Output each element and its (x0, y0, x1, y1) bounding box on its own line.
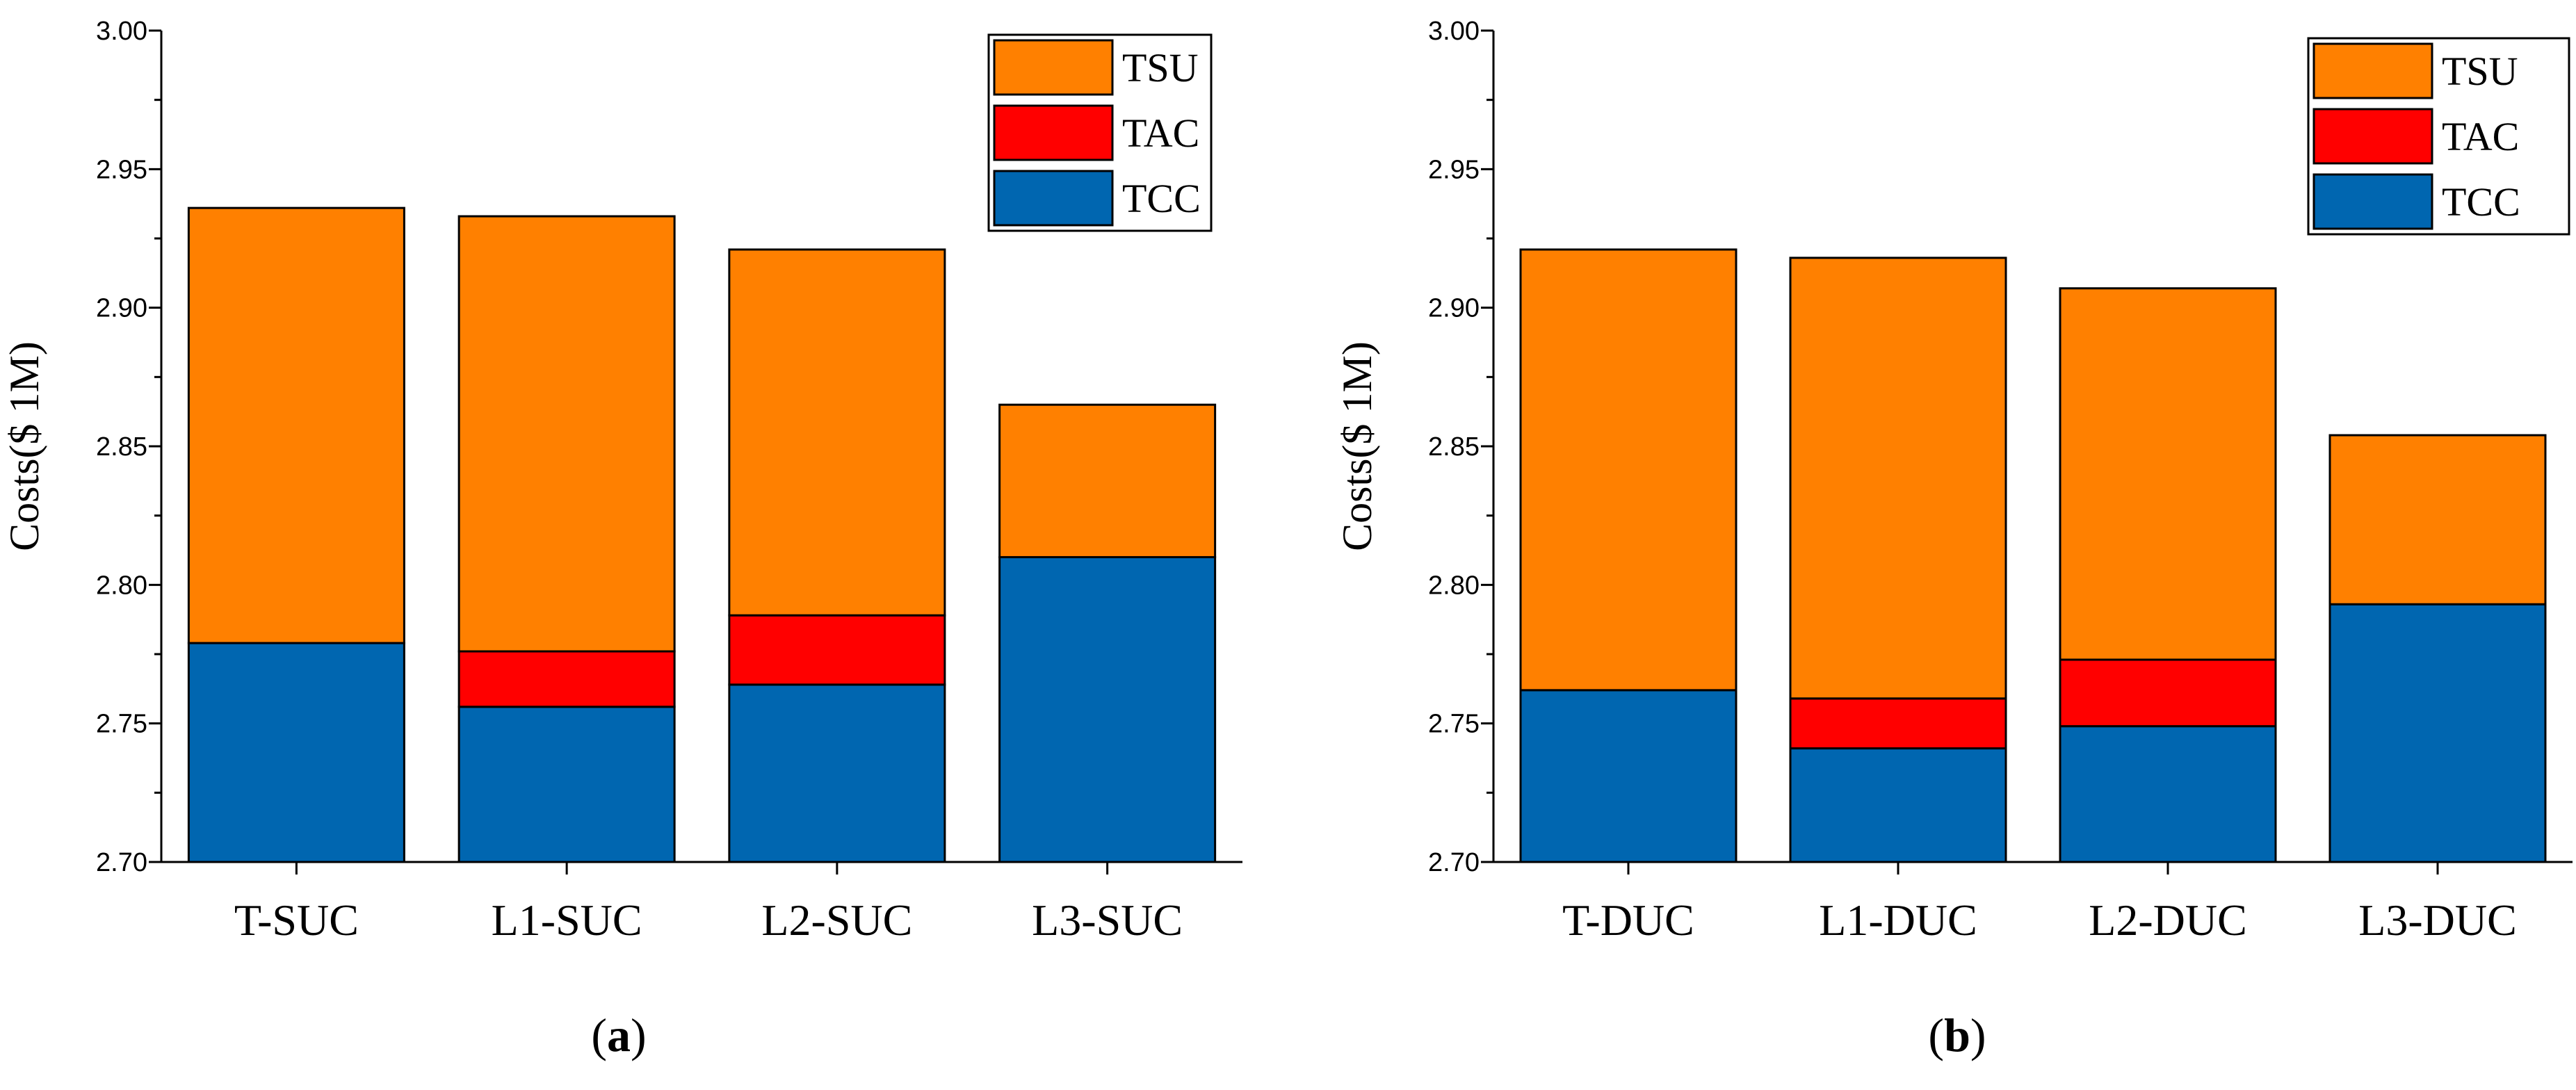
bar-tcc-l2-suc (728, 683, 946, 863)
bar-tcc-l2-duc (2059, 725, 2277, 863)
bar-tsu-l1-suc (457, 215, 676, 653)
bar-tac-l2-duc (2059, 658, 2277, 728)
y-tick-label-5: 2.95 (96, 155, 147, 184)
x-tick-label-l1-duc: L1-DUC (1819, 895, 1977, 945)
y-tick-label-1: 2.75 (96, 710, 147, 739)
legend: TSU TAC TCC (987, 33, 1213, 232)
x-tick-label-l2-duc: L2-DUC (2089, 895, 2247, 945)
legend-swatch-tac (993, 104, 1114, 161)
bar-tac-l1-duc (1789, 697, 2007, 750)
bar-tcc-t-suc (187, 642, 405, 863)
y-tick-label-2: 2.80 (1428, 571, 1480, 600)
x-tick-label-l1-suc: L1-SUC (492, 895, 642, 945)
bar-tcc-t-duc (1519, 689, 1737, 863)
x-tick-label-l3-suc: L3-SUC (1032, 895, 1183, 945)
y-tick-label-1: 2.75 (1428, 710, 1480, 739)
bar-tsu-t-suc (187, 206, 405, 644)
bar-tsu-t-duc (1519, 248, 1737, 692)
legend-label-tsu: TSU (1122, 45, 1199, 90)
x-tick-label-t-suc: T-SUC (234, 895, 359, 945)
legend-swatch-tcc (2312, 173, 2433, 230)
bar-tsu-l2-duc (2059, 287, 2277, 661)
panel-label-a: (a) (591, 1009, 646, 1061)
legend-swatch-tsu (2312, 42, 2433, 99)
legend-label-tsu: TSU (2442, 49, 2518, 94)
x-tick-label-l2-suc: L2-SUC (761, 895, 912, 945)
legend-label-tac: TAC (1122, 111, 1199, 156)
y-tick-label-4: 2.90 (96, 294, 147, 323)
y-tick-label-3: 2.85 (96, 432, 147, 462)
x-tick-label-t-duc: T-DUC (1562, 895, 1694, 945)
y-axis-label: Costs($ 1M) (1334, 341, 1380, 551)
y-tick-label-5: 2.95 (1428, 155, 1480, 184)
y-tick-label-2: 2.80 (96, 571, 147, 600)
y-axis-label: Costs($ 1M) (1, 341, 47, 551)
bar-tcc-l1-suc (457, 706, 676, 863)
bar-tac-l1-suc (457, 650, 676, 708)
bar-tcc-l3-duc (2328, 603, 2547, 863)
y-tick-label-0: 2.70 (96, 848, 147, 877)
legend-swatch-tsu (993, 39, 1114, 96)
bar-tcc-l1-duc (1789, 747, 2007, 863)
bar-tsu-l1-duc (1789, 257, 2007, 700)
chart-panel-a: T-SUC L1-SUC L2-SUC L3-SUC 2.70 2.75 2.80 2.85 2… (1, 17, 1242, 1061)
legend-label-tac: TAC (2442, 114, 2519, 159)
legend-swatch-tac (2312, 108, 2433, 165)
y-tick-label-6: 3.00 (96, 17, 147, 46)
legend-label-tcc: TCC (1122, 176, 1201, 221)
chart-panel-b: T-DUC L1-DUC L2-DUC L3-DUC 2.70 2.75 2.80 2.85 2… (1334, 17, 2573, 1061)
bar-tsu-l3-suc (998, 403, 1217, 558)
legend: TSU TAC TCC (2307, 37, 2570, 236)
bar-tcc-l3-suc (998, 555, 1217, 863)
bar-tsu-l2-suc (728, 248, 946, 617)
y-tick-label-4: 2.90 (1428, 294, 1480, 323)
y-tick-label-6: 3.00 (1428, 17, 1480, 46)
legend-swatch-tcc (993, 170, 1114, 227)
y-tick-label-3: 2.85 (1428, 432, 1480, 462)
y-tick-label-0: 2.70 (1428, 848, 1480, 877)
panel-label-b: (b) (1928, 1009, 1986, 1061)
bar-tsu-l3-duc (2328, 434, 2547, 605)
legend-label-tcc: TCC (2442, 179, 2520, 225)
x-tick-label-l3-duc: L3-DUC (2358, 895, 2517, 945)
bar-tac-l2-suc (728, 614, 946, 686)
